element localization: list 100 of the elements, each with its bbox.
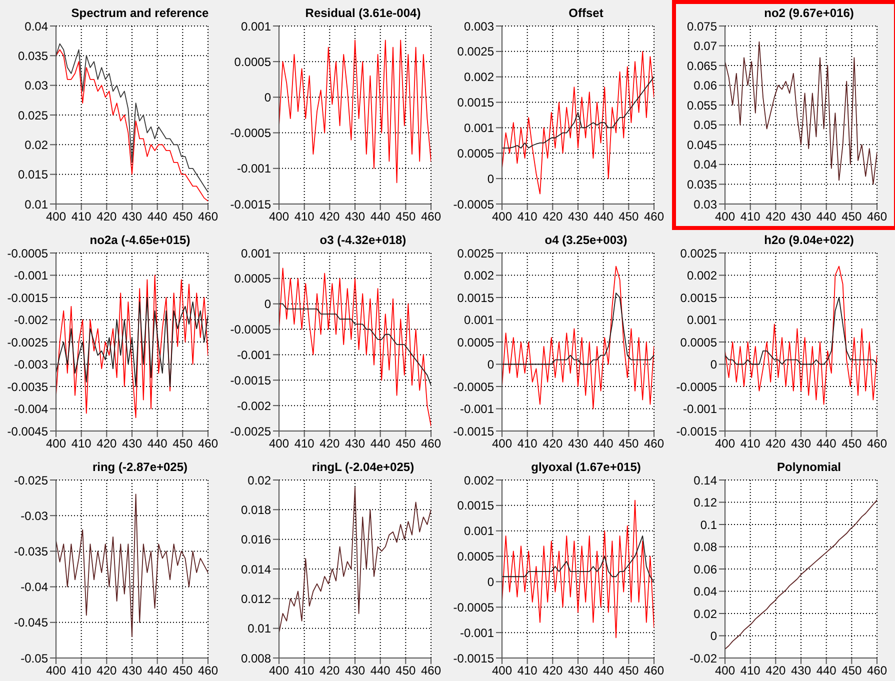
x-tick-label: 450 [396,436,416,451]
x-tick-label: 450 [172,664,193,678]
x-tick-label: 410 [517,664,538,678]
y-tick-label: 0 [710,358,718,372]
x-tick-label: 400 [268,210,290,224]
y-tick-label: -0.03 [20,508,48,523]
y-tick-label: -0.0025 [230,424,272,438]
y-tick-label: 0.0005 [457,146,494,160]
x-tick-label: 400 [46,210,66,224]
y-tick-label: 0.001 [240,246,272,260]
x-tick-label: 420 [96,664,117,678]
y-tick-label: -0.025 [14,473,48,488]
y-tick-label: -0.001 [460,626,494,640]
chart-title: ring (-2.87e+025) [92,460,188,474]
x-tick-label: 440 [593,664,614,678]
x-tick-label: 410 [740,210,761,224]
y-tick-label: -0.0015 [676,424,718,438]
y-tick-label: 0.12 [694,496,718,510]
y-tick-label: 0.0025 [457,246,494,260]
line-series [502,292,654,365]
x-tick-label: 420 [766,210,786,224]
y-tick-label: 0.04 [24,19,48,34]
x-tick-label: 430 [122,210,142,224]
x-tick-label: 450 [618,210,639,224]
x-tick-label: 460 [866,210,888,224]
line-series [279,268,431,426]
y-tick-label: -0.0015 [230,373,272,388]
x-tick-label: 400 [714,210,736,224]
x-tick-label: 440 [816,210,837,224]
y-tick-label: 0.08 [694,540,718,554]
x-tick-label: 460 [644,664,664,678]
y-tick-label: 0.055 [686,98,718,112]
x-tick-label: 400 [268,664,290,678]
x-tick-label: 460 [420,436,442,451]
x-tick-label: 430 [790,436,812,451]
x-tick-label: 460 [420,664,442,678]
line-series [725,266,877,405]
y-tick-label: 0.001 [464,524,494,538]
y-tick-label: 0.001 [464,313,494,328]
y-tick-label: -0.0005 [453,197,494,212]
x-tick-label: 450 [618,436,639,451]
line-series [725,41,877,185]
x-tick-label: 440 [370,664,391,678]
y-tick-label: 0.002 [464,70,494,84]
x-tick-label: 440 [593,436,614,451]
line-series [502,50,654,194]
x-tick-label: 450 [396,210,416,224]
x-tick-label: 440 [370,436,391,451]
y-tick-label: 0.01 [24,197,48,212]
x-tick-label: 460 [420,210,442,224]
y-tick-label: -0.0045 [7,424,48,438]
y-tick-label: 0 [487,574,494,589]
x-tick-label: 430 [344,210,366,224]
y-tick-label: 0.015 [18,168,48,182]
x-tick-label: 410 [294,436,315,451]
y-tick-label: -0.035 [14,544,48,558]
line-series [279,486,431,634]
y-tick-label: 0.001 [464,120,494,135]
x-tick-label: 430 [122,436,142,451]
y-tick-label: 0.0025 [457,44,494,59]
x-tick-label: 400 [714,436,736,451]
y-tick-label: 0.003 [464,19,494,34]
y-tick-label: 0.0005 [457,335,494,350]
y-tick-label: -0.002 [236,398,272,413]
y-tick-label: 0.01 [248,622,272,636]
y-tick-label: -0.045 [14,616,48,630]
x-tick-label: 400 [46,664,66,678]
x-tick-label: 400 [492,436,512,451]
y-tick-label: -0.001 [682,402,718,416]
y-tick-label: 0 [487,358,494,372]
y-tick-label: -0.02 [690,651,718,666]
x-tick-label: 450 [842,664,862,678]
chart-title: o4 (3.25e+003) [544,233,628,247]
y-tick-label: -0.0005 [453,380,494,394]
y-tick-label: 0.075 [686,19,718,34]
x-tick-label: 400 [714,664,736,678]
x-tick-label: 440 [147,664,168,678]
x-tick-label: 430 [790,210,812,224]
y-tick-label: -0.04 [20,580,48,594]
line-series [56,494,208,638]
x-tick-label: 400 [492,210,512,224]
y-tick-label: 0.0005 [680,335,718,350]
x-tick-label: 440 [816,664,837,678]
y-tick-label: -0.0015 [7,290,48,305]
y-tick-label: 0 [264,90,272,104]
x-tick-label: 450 [396,664,416,678]
x-tick-label: 410 [71,210,92,224]
y-tick-label: -0.004 [14,402,48,416]
y-tick-label: 0.0025 [680,246,718,260]
y-tick-label: 0.03 [694,197,718,212]
x-tick-label: 400 [46,436,66,451]
x-tick-label: 460 [866,436,888,451]
y-tick-label: 0.035 [686,177,718,192]
y-tick-label: 0.0005 [234,272,272,286]
y-tick-label: 0.03 [24,78,48,93]
x-tick-label: 430 [344,436,366,451]
y-tick-label: 0.008 [240,651,272,666]
y-tick-label: 0.1 [700,518,718,532]
y-tick-label: 0.04 [694,584,718,599]
y-tick-label: 0.002 [464,473,494,488]
